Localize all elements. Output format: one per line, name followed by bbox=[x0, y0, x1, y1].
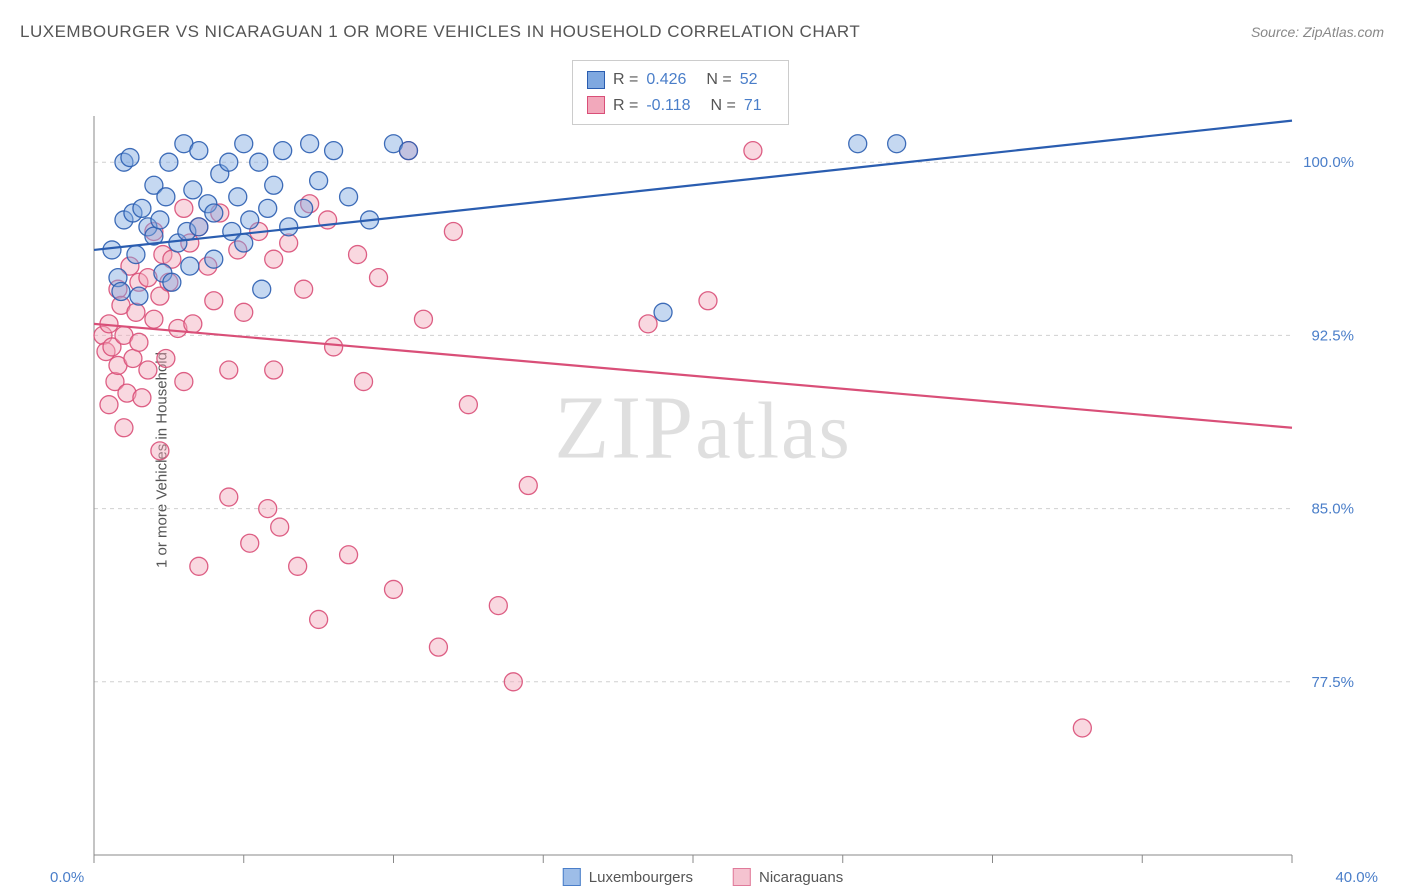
x-axis-min-label: 0.0% bbox=[50, 869, 84, 886]
r-value: -0.118 bbox=[646, 93, 690, 119]
legend-swatch bbox=[587, 71, 605, 89]
stats-row: R = -0.118 N = 71 bbox=[587, 93, 774, 119]
n-label: N = bbox=[706, 67, 731, 93]
n-value: 52 bbox=[740, 67, 758, 93]
chart-title: LUXEMBOURGER VS NICARAGUAN 1 OR MORE VEH… bbox=[20, 22, 860, 42]
legend-swatch bbox=[587, 96, 605, 114]
x-axis-max-label: 40.0% bbox=[1335, 869, 1378, 886]
legend-swatch bbox=[733, 868, 751, 886]
stats-row: R = 0.426 N = 52 bbox=[587, 67, 774, 93]
bottom-legend: Luxembourgers Nicaraguans bbox=[563, 868, 843, 886]
chart-container: 1 or more Vehicles in Household 100.0%92… bbox=[46, 55, 1386, 865]
n-value: 71 bbox=[744, 93, 762, 119]
svg-text:100.0%: 100.0% bbox=[1303, 154, 1354, 171]
svg-text:85.0%: 85.0% bbox=[1311, 501, 1354, 518]
legend-item: Luxembourgers bbox=[563, 868, 693, 886]
r-value: 0.426 bbox=[646, 67, 686, 93]
scatter-plot: 100.0% 92.5% 85.0% 77.5% bbox=[92, 110, 1362, 885]
svg-text:77.5%: 77.5% bbox=[1311, 674, 1354, 691]
legend-label: Nicaraguans bbox=[759, 869, 843, 886]
correlation-stats-box: R =0.426N =52R =-0.118N =71 bbox=[572, 60, 789, 125]
n-label: N = bbox=[711, 93, 736, 119]
source-attribution: Source: ZipAtlas.com bbox=[1251, 24, 1384, 40]
r-label: R = bbox=[613, 67, 638, 93]
legend-swatch bbox=[563, 868, 581, 886]
r-label: R = bbox=[613, 93, 638, 119]
svg-text:92.5%: 92.5% bbox=[1311, 327, 1354, 344]
legend-item: Nicaraguans bbox=[733, 868, 843, 886]
legend-label: Luxembourgers bbox=[589, 869, 693, 886]
